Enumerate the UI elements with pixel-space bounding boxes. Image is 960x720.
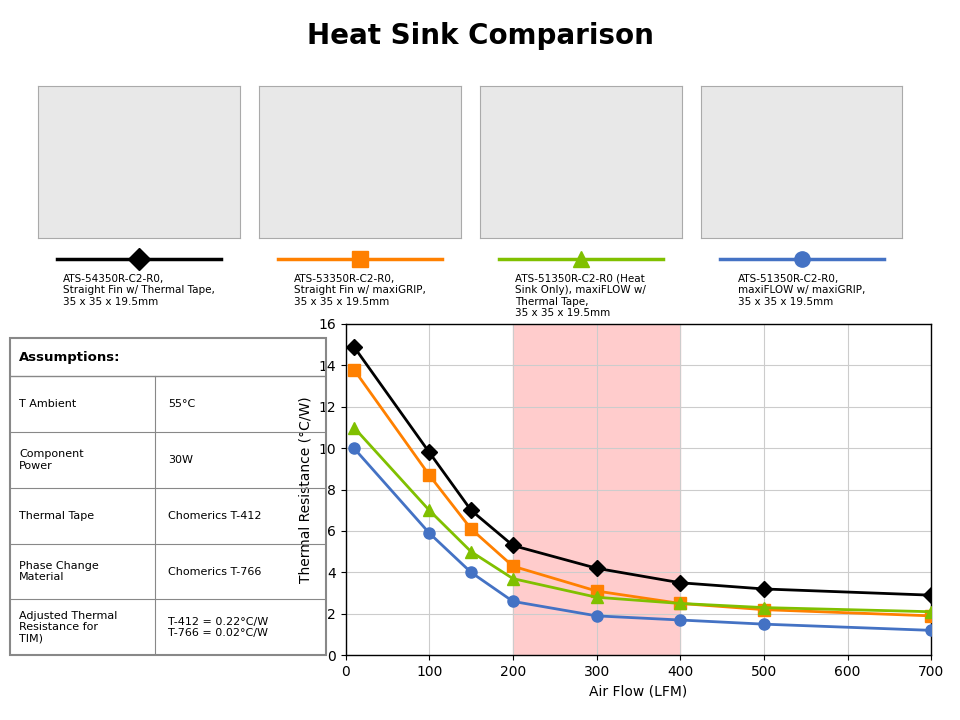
Text: Assumptions:: Assumptions: <box>19 351 121 364</box>
Text: Thermal Tape: Thermal Tape <box>19 510 94 521</box>
Text: Chomerics T-412: Chomerics T-412 <box>168 510 261 521</box>
Text: ATS-54350R-C2-R0,
Straight Fin w/ Thermal Tape,
35 x 35 x 19.5mm: ATS-54350R-C2-R0, Straight Fin w/ Therma… <box>63 274 215 307</box>
Y-axis label: Thermal Resistance (°C/W): Thermal Resistance (°C/W) <box>299 396 313 583</box>
Text: 30W: 30W <box>168 455 193 465</box>
Text: Chomerics T-766: Chomerics T-766 <box>168 567 261 577</box>
Text: Heat Sink Comparison: Heat Sink Comparison <box>306 22 654 50</box>
Text: ATS-51350R-C2-R0,
maxiFLOW w/ maxiGRIP,
35 x 35 x 19.5mm: ATS-51350R-C2-R0, maxiFLOW w/ maxiGRIP, … <box>738 274 865 307</box>
Text: 55°C: 55°C <box>168 400 195 409</box>
Text: ATS-51350R-C2-R0 (Heat
Sink Only), maxiFLOW w/
Thermal Tape,
35 x 35 x 19.5mm: ATS-51350R-C2-R0 (Heat Sink Only), maxiF… <box>516 274 646 318</box>
Text: T Ambient: T Ambient <box>19 400 77 409</box>
X-axis label: Air Flow (LFM): Air Flow (LFM) <box>589 685 687 698</box>
Text: Phase Change
Material: Phase Change Material <box>19 561 99 582</box>
Text: Adjusted Thermal
Resistance for
TIM): Adjusted Thermal Resistance for TIM) <box>19 611 117 644</box>
Bar <box>513 324 681 655</box>
Text: ATS-53350R-C2-R0,
Straight Fin w/ maxiGRIP,
35 x 35 x 19.5mm: ATS-53350R-C2-R0, Straight Fin w/ maxiGR… <box>294 274 426 307</box>
Text: Component
Power: Component Power <box>19 449 84 471</box>
Text: T-412 = 0.22°C/W
T-766 = 0.02°C/W: T-412 = 0.22°C/W T-766 = 0.02°C/W <box>168 616 268 638</box>
